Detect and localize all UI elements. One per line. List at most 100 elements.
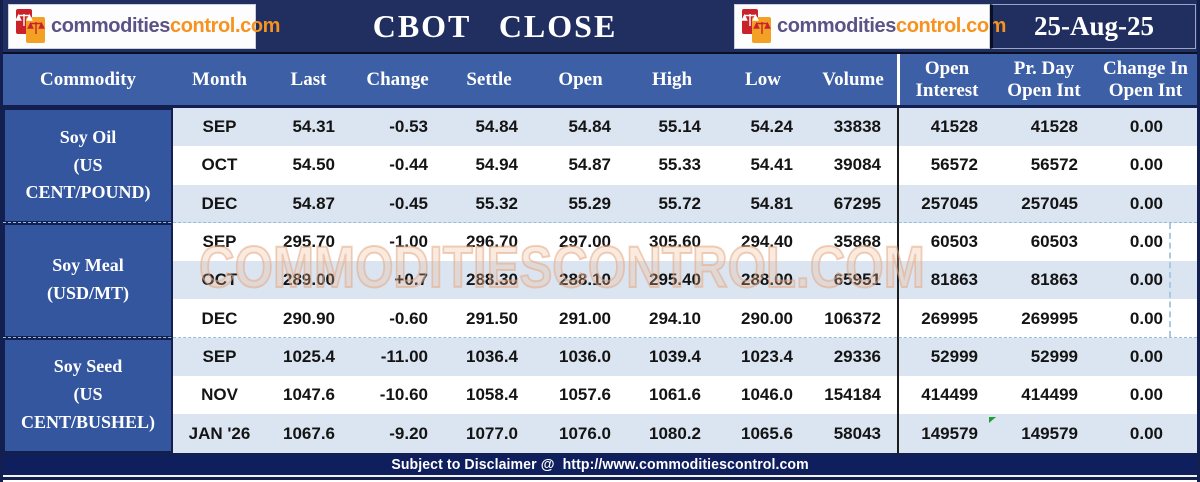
table-row: DEC 290.90 -0.60 291.50 291.00 294.10 290.00 10…	[173, 299, 1197, 338]
cell-open: 55.29	[568, 193, 611, 213]
cell-change: -0.53	[389, 117, 428, 137]
cell-volume: 154184	[824, 385, 881, 405]
cell-volume: 39084	[833, 155, 881, 175]
cell-change-in-open-int: 0.00	[1129, 155, 1163, 175]
cell-month: SEP	[202, 117, 237, 137]
cell-open-interest: 81863	[897, 261, 994, 300]
table-body: Soy Oil (US CENT/POUND) SEP 54.31 -0.53 54.8…	[3, 108, 1197, 453]
report-date-box: 25-Aug-25	[990, 3, 1196, 49]
table-row: SEP 1025.4 -11.00 1036.4 1036.0 1039.4 1023.4 2…	[173, 337, 1197, 377]
cell-change: -11.00	[380, 346, 428, 366]
table-bottom-border	[3, 452, 1197, 455]
brand-logo-text: commoditiescontrol.com	[777, 15, 1006, 38]
cell-month: JAN '26	[188, 423, 251, 443]
cell-low: 290.00	[741, 308, 793, 328]
cell-low: 288.00	[741, 270, 793, 290]
column-header-open: Open	[558, 68, 603, 90]
cell-last: 54.50	[292, 155, 335, 175]
cell-volume: 106372	[824, 308, 881, 328]
title-bar: commoditiescontrol.com CBOT CLOSE	[3, 0, 1197, 54]
cell-open: 1076.0	[559, 423, 611, 443]
brand-logo-left[interactable]: commoditiescontrol.com	[8, 3, 280, 49]
cell-settle: 54.84	[475, 117, 518, 137]
cell-open-interest: 257045	[897, 184, 994, 223]
cell-last: 290.90	[283, 308, 335, 328]
cell-high: 55.33	[658, 155, 701, 175]
cell-volume: 58043	[833, 423, 881, 443]
cell-month: SEP	[202, 232, 237, 252]
cell-settle: 55.32	[475, 193, 518, 213]
cell-month: OCT	[201, 155, 238, 175]
cell-open-interest: 269995	[897, 299, 994, 338]
cell-last: 1067.6	[283, 423, 335, 443]
table-row: OCT 289.00 +0.7 288.30 288.10 295.40 288.00 659…	[173, 261, 1197, 300]
cell-high: 295.40	[649, 270, 701, 290]
cell-open: 1057.6	[559, 385, 611, 405]
cell-month: SEP	[202, 346, 237, 366]
cell-high: 294.10	[649, 308, 701, 328]
bottom-divider	[3, 474, 1197, 477]
cell-low: 54.81	[750, 193, 793, 213]
cell-change-in-open-int: 0.00	[1129, 270, 1163, 290]
column-header-volume: Volume	[822, 68, 884, 90]
cell-high: 55.72	[658, 193, 701, 213]
cell-last: 1025.4	[283, 346, 335, 366]
commodity-group: Soy Meal (USD/MT) SEP 295.70 -1.00 296.70 297…	[3, 222, 1197, 338]
brand-logo-text: commoditiescontrol.com	[51, 15, 280, 38]
cell-change-in-open-int: 0.00	[1129, 423, 1163, 443]
brand-logo-right[interactable]: commoditiescontrol.com	[734, 3, 1006, 49]
brand-name-part1: commodities	[777, 14, 896, 37]
cell-open-interest: 149579	[897, 414, 994, 453]
cell-low: 1065.6	[741, 423, 793, 443]
column-header-month: Month	[192, 68, 247, 90]
table-row: JAN '26 1067.6 -9.20 1077.0 1076.0 1080.2 1065…	[173, 414, 1197, 453]
cell-high: 1061.6	[649, 385, 701, 405]
cell-change-in-open-int: 0.00	[1129, 308, 1163, 328]
cell-pr-day-open-int: 56572	[1030, 155, 1078, 175]
cell-open-interest: 60503	[897, 222, 994, 262]
cell-low: 1023.4	[741, 346, 793, 366]
table-row: DEC 54.87 -0.45 55.32 55.29 55.72 54.81 67295 25…	[173, 184, 1197, 223]
cell-change: -9.20	[389, 423, 428, 443]
cell-pr-day-open-int: 52999	[1030, 346, 1078, 366]
cell-high: 1039.4	[649, 346, 701, 366]
cell-open: 297.00	[559, 232, 611, 252]
cell-volume: 33838	[833, 117, 881, 137]
cell-change: -0.45	[389, 193, 428, 213]
cell-volume: 35868	[833, 232, 881, 252]
cell-pr-day-open-int: 414499	[1021, 385, 1078, 405]
cell-annotation-mark	[989, 417, 996, 423]
cell-change-in-open-int: 0.00	[1129, 117, 1163, 137]
table-row: NOV 1047.6 -10.60 1058.4 1057.6 1061.6 1046.0 1…	[173, 376, 1197, 415]
cell-pr-day-open-int: 41528	[1030, 117, 1078, 137]
bottom-border-strip	[3, 476, 1197, 480]
group-rows: SEP 54.31 -0.53 54.84 54.84 55.14 54.24 33838 41…	[173, 108, 1197, 223]
cell-open-interest: 56572	[897, 146, 994, 185]
cell-open: 288.10	[559, 270, 611, 290]
cell-change-in-open-int: 0.00	[1129, 385, 1163, 405]
brand-name-part2: control.com	[895, 14, 1007, 37]
group-rows: SEP 1025.4 -11.00 1036.4 1036.0 1039.4 1023.4 2…	[173, 337, 1197, 453]
cell-open-interest: 41528	[897, 108, 994, 147]
brand-name-part2: control.com	[169, 14, 281, 37]
page-title: CBOT CLOSE	[372, 7, 618, 44]
disclaimer-link[interactable]: Subject to Disclaimer @ http://www.commo…	[391, 456, 809, 474]
cell-change-in-open-int: 0.00	[1129, 193, 1163, 213]
cell-month: OCT	[201, 270, 238, 290]
cell-settle: 1058.4	[466, 385, 518, 405]
column-header-change-in-open-int: Change In Open Int	[1103, 57, 1188, 101]
cell-open: 54.87	[568, 155, 611, 175]
table-row: SEP 54.31 -0.53 54.84 54.84 55.14 54.24 33838 41…	[173, 108, 1197, 147]
cell-change: -1.00	[389, 232, 428, 252]
cell-volume: 65951	[833, 270, 881, 290]
cell-month: DEC	[201, 308, 238, 328]
column-header-high: High	[651, 68, 693, 90]
cell-change: -10.60	[379, 385, 428, 405]
table-header-row: Commodity Month Last Change Settle Open High Lo…	[3, 54, 1197, 108]
cell-settle: 54.94	[475, 155, 518, 175]
cell-high: 55.14	[658, 117, 701, 137]
cell-open: 1036.0	[559, 346, 611, 366]
cell-low: 54.24	[750, 117, 793, 137]
cell-settle: 1036.4	[466, 346, 518, 366]
cell-pr-day-open-int: 81863	[1030, 270, 1078, 290]
